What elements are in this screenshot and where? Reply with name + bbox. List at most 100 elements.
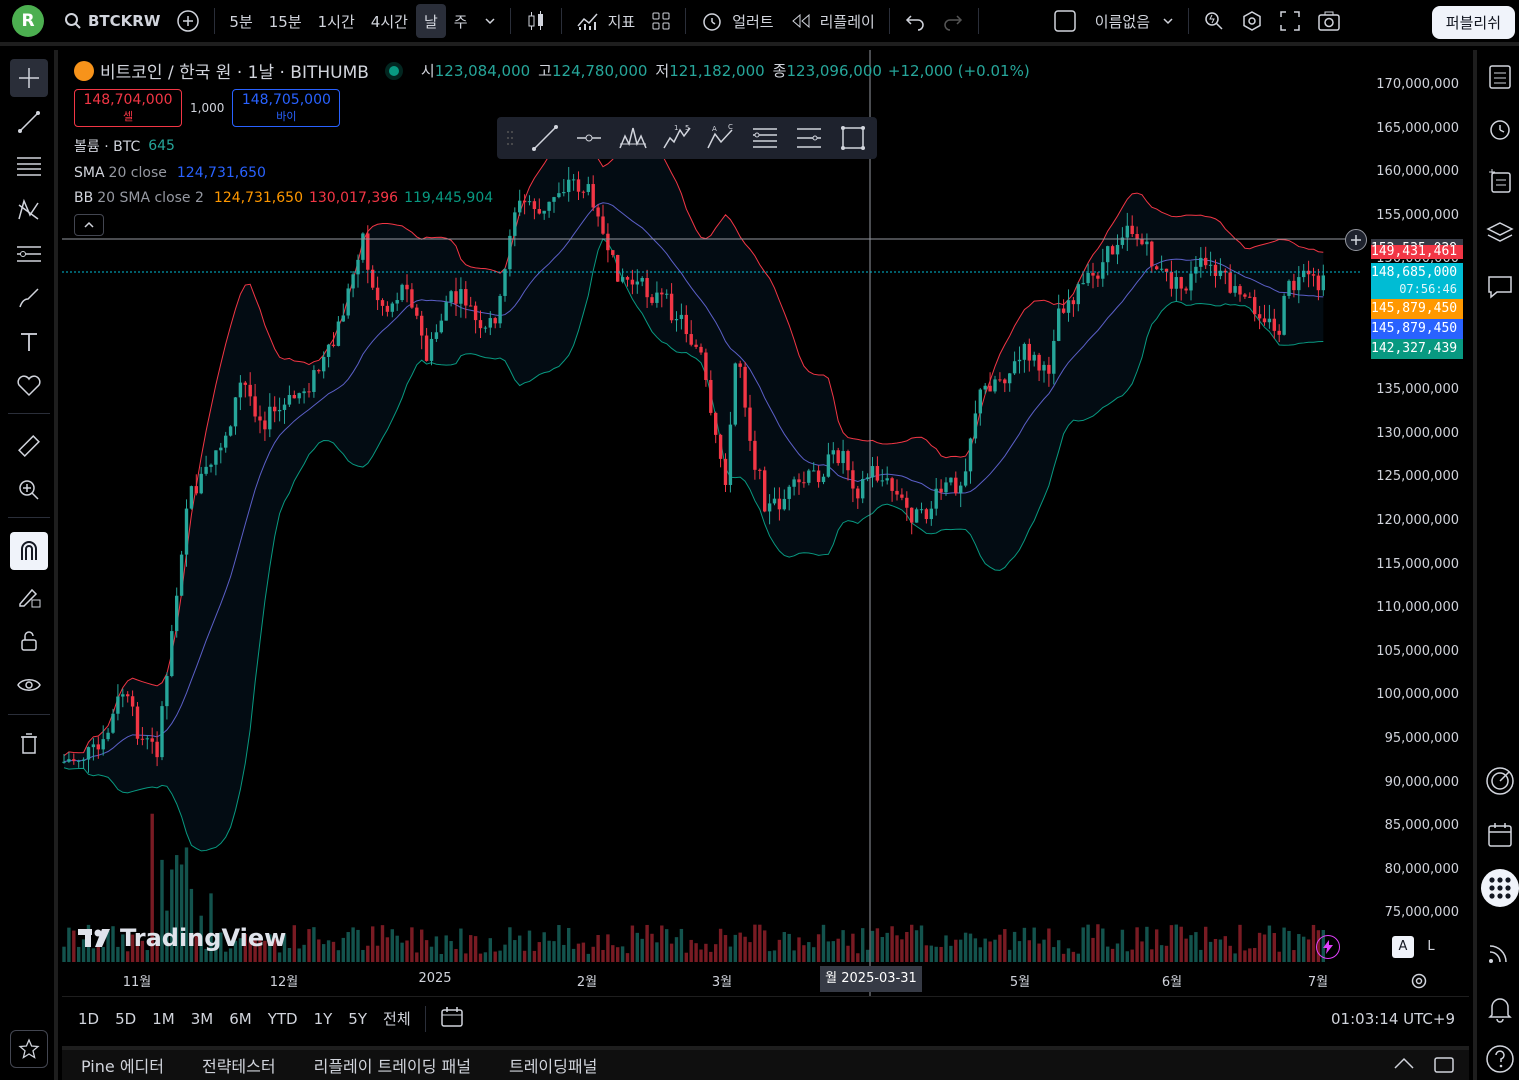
collapse-legend-button[interactable] (74, 214, 104, 236)
symbol-title[interactable]: 비트코인 / 한국 원 · 1날 · BITHUMB (100, 63, 369, 83)
avatar[interactable]: R (12, 5, 44, 37)
watchlist-button[interactable] (1481, 58, 1519, 96)
templates-button[interactable] (643, 0, 679, 42)
brush-tool[interactable] (10, 279, 48, 317)
compare-button[interactable] (168, 0, 208, 42)
zoom-tool[interactable] (10, 471, 48, 509)
candle (645, 278, 649, 298)
volume-bar (934, 946, 938, 962)
bb-legend[interactable]: BB 20 SMA close 2 124,731,650 130,017,39… (74, 190, 1030, 206)
market-status-dot[interactable] (388, 65, 399, 76)
chart-settings-button[interactable] (1408, 970, 1430, 992)
stay-in-drawing-tool[interactable] (10, 578, 48, 616)
expand-panel-button[interactable] (1393, 1056, 1415, 1074)
quick-search-button[interactable] (1195, 0, 1233, 42)
notifications-button[interactable] (1481, 990, 1519, 1028)
hotlists-button[interactable] (1481, 762, 1519, 800)
object-tree-button[interactable] (1481, 162, 1519, 200)
help-button[interactable] (1481, 1040, 1519, 1078)
timeframe-5m[interactable]: 5분 (229, 12, 253, 31)
timeframe-15m[interactable]: 15분 (268, 12, 302, 31)
lock-tool[interactable] (10, 622, 48, 660)
timeframe-dropdown[interactable] (476, 0, 504, 42)
text-tool[interactable] (10, 323, 48, 361)
crosshair-tool[interactable] (10, 59, 48, 97)
range-1m[interactable]: 1M (152, 1009, 175, 1028)
volume-bar (1248, 948, 1252, 962)
forecast-tool[interactable] (10, 235, 48, 273)
redo-button[interactable] (934, 0, 972, 42)
range-5y[interactable]: 5Y (348, 1009, 368, 1028)
auto-scale-button[interactable]: A (1392, 936, 1414, 958)
tab-replay-trading[interactable]: 리플레이 트레이딩 패널 (313, 1057, 471, 1076)
symbol-search[interactable]: BTCKRW (56, 0, 168, 42)
horizontal-ray-button[interactable] (567, 117, 611, 159)
fullscreen-button[interactable] (1271, 0, 1309, 42)
head-shoulders-button[interactable] (611, 117, 655, 159)
alerts-button[interactable] (1481, 110, 1519, 148)
tab-trading-panel[interactable]: 트레이딩패널 (508, 1057, 598, 1076)
streams-button[interactable] (1481, 933, 1519, 971)
calendar-button[interactable] (1481, 816, 1519, 854)
log-scale-button[interactable]: L (1427, 939, 1435, 954)
tab-strategy-tester[interactable]: 전략테스터 (201, 1057, 276, 1076)
volume-bar (126, 951, 130, 962)
publish-button[interactable]: 퍼블리쉬 (1431, 6, 1515, 39)
icon-tool[interactable] (10, 367, 48, 405)
tab-pine-editor[interactable]: Pine 에디터 (81, 1057, 164, 1076)
maximize-panel-button[interactable] (1433, 1056, 1455, 1078)
pattern-tool[interactable] (10, 191, 48, 229)
replay-button[interactable]: 리플레이 (782, 0, 883, 42)
chart-pane[interactable]: 비트코인 / 한국 원 · 1날 · BITHUMB 시 123,084,000 … (62, 50, 1469, 996)
range-all[interactable]: 전체 (383, 1010, 411, 1028)
range-3m[interactable]: 3M (190, 1009, 214, 1028)
favorites-button[interactable] (10, 1030, 48, 1068)
price-chart[interactable] (62, 50, 1469, 996)
fib-button[interactable] (743, 117, 787, 159)
timeframe-1w[interactable]: 주 (453, 12, 468, 31)
range-1d[interactable]: 1D (78, 1009, 100, 1028)
snapshot-button[interactable] (1309, 0, 1349, 42)
magnet-tool[interactable] (10, 532, 48, 570)
time-axis[interactable]: 11월 12월 2025 2월 3월 5월 6월 7월 (62, 962, 1469, 996)
chart-type-button[interactable] (517, 0, 555, 42)
layers-button[interactable] (1481, 214, 1519, 252)
trendline-button[interactable] (523, 117, 567, 159)
bollinger-bands (63, 123, 1324, 852)
remove-drawings[interactable] (10, 725, 48, 763)
drag-handle[interactable] (497, 130, 523, 146)
range-5d[interactable]: 5D (115, 1009, 137, 1028)
flash-icon-button[interactable] (1316, 935, 1340, 959)
volume-bar (1047, 928, 1051, 962)
range-6m[interactable]: 6M (229, 1009, 252, 1028)
hide-tool[interactable] (10, 666, 48, 704)
order-quantity[interactable]: 1,000 (190, 101, 225, 115)
timeframe-4h[interactable]: 4시간 (370, 12, 408, 31)
buy-button[interactable]: 148,705,000 바이 (232, 89, 341, 127)
fib-tool[interactable] (10, 147, 48, 185)
timezone-clock[interactable]: 01:03:14 UTC+9 (1331, 1009, 1455, 1028)
trendline-tool[interactable] (10, 103, 48, 141)
alert-button[interactable]: 얼러트 (692, 0, 781, 42)
measure-tool[interactable] (10, 427, 48, 465)
timeframe-1d[interactable]: 날 (415, 4, 446, 38)
undo-button[interactable] (896, 0, 934, 42)
timeframe-1h[interactable]: 1시간 (317, 12, 355, 31)
settings-button[interactable] (1233, 0, 1271, 42)
indicators-button[interactable]: 지표 (568, 0, 644, 42)
add-alert-crosshair-button[interactable] (1345, 229, 1367, 251)
sma-legend[interactable]: SMA 20 close 124,731,650 (74, 165, 1030, 181)
fib-extension-button[interactable] (787, 117, 831, 159)
range-1y[interactable]: 1Y (313, 1009, 333, 1028)
sell-button[interactable]: 148,704,000 셀 (74, 89, 182, 127)
volume-bar (542, 932, 546, 962)
layout-menu[interactable]: 이름없음 (1045, 0, 1182, 42)
volume-legend[interactable]: 볼륨 · BTC 645 (74, 136, 1030, 156)
rectangle-button[interactable] (831, 117, 875, 159)
go-to-date-button[interactable] (432, 1006, 472, 1032)
products-button[interactable] (1481, 869, 1519, 907)
chat-button[interactable] (1481, 268, 1519, 306)
range-ytd[interactable]: YTD (267, 1009, 298, 1028)
